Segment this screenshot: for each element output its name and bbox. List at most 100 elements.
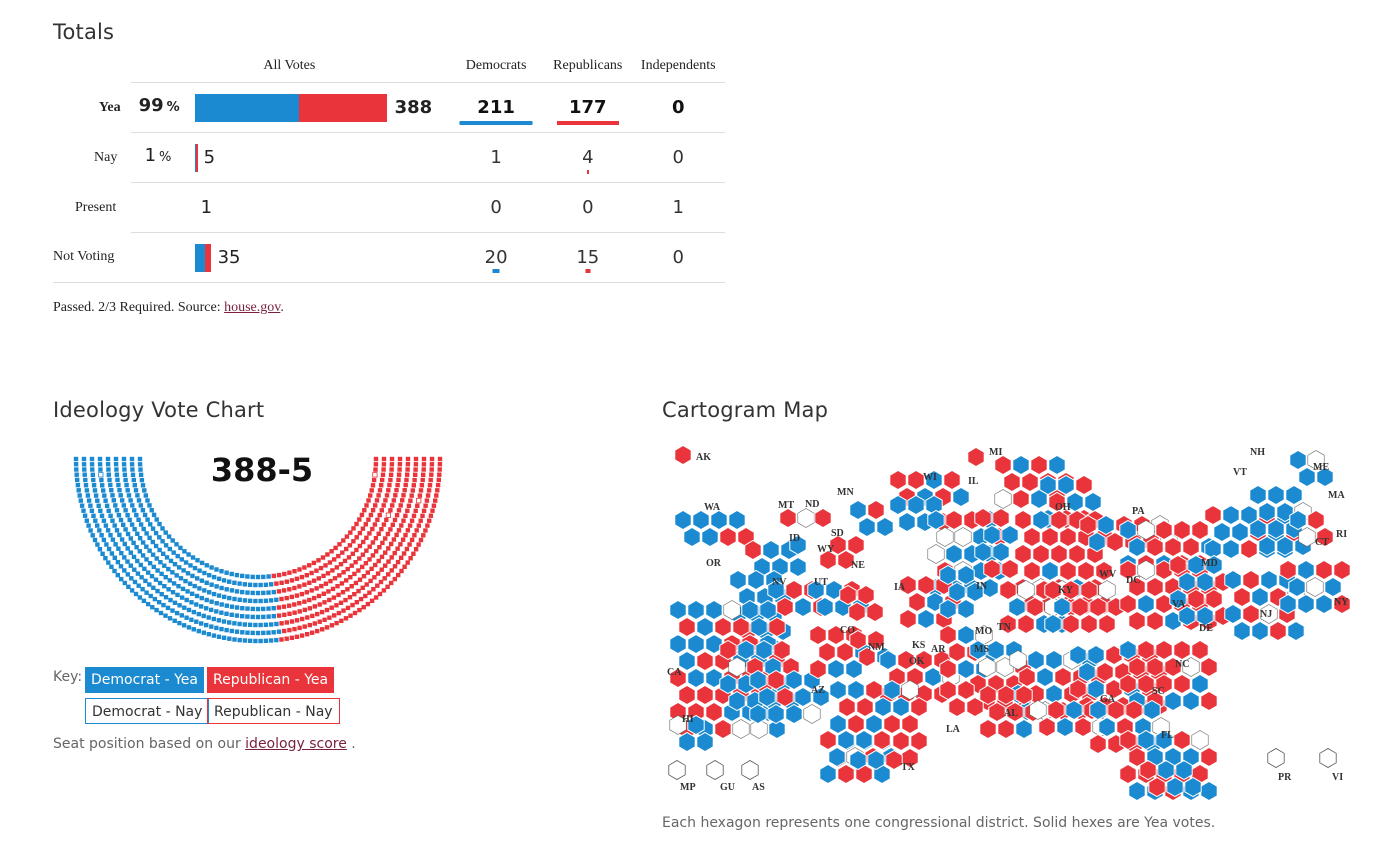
seat-republican <box>345 605 351 611</box>
dem-not-voting: 20 <box>484 247 508 268</box>
district-hex <box>1175 759 1193 781</box>
seat-democrat <box>227 636 232 641</box>
seat-democrat <box>240 573 245 579</box>
seat-democrat <box>219 610 224 615</box>
district-hex <box>687 633 705 655</box>
seat-republican <box>302 624 307 629</box>
seat-republican <box>430 508 435 513</box>
seat-republican <box>398 542 403 547</box>
seat-democrat <box>143 578 148 584</box>
district-hex <box>858 516 876 538</box>
seat-democrat <box>253 582 258 588</box>
seat-republican <box>389 462 395 467</box>
territory-hex <box>741 760 759 780</box>
seat-republican <box>337 573 342 578</box>
seat-republican <box>276 613 282 618</box>
district-hex <box>848 601 866 623</box>
seat-democrat <box>229 604 235 609</box>
district-hex <box>1288 576 1306 598</box>
district-hex <box>1012 454 1030 476</box>
seat-democrat <box>250 614 255 620</box>
seat-democrat <box>106 508 111 513</box>
district-hex <box>994 489 1012 509</box>
seat-republican <box>421 533 426 538</box>
district-hex <box>1048 454 1066 476</box>
district-hex <box>917 608 935 630</box>
district-hex <box>776 686 794 708</box>
district-hex <box>1087 644 1105 666</box>
seat-republican <box>333 545 338 551</box>
seat-republican <box>397 456 403 462</box>
seat-republican <box>361 539 366 545</box>
seat-democrat <box>119 537 125 542</box>
district-hex <box>873 763 891 785</box>
seat-republican <box>370 526 375 532</box>
seat-republican <box>279 621 284 626</box>
seat-democrat <box>78 498 83 503</box>
seat-democrat <box>229 612 234 617</box>
seat-democrat <box>160 526 165 531</box>
district-hex <box>1071 596 1089 618</box>
seat-republican <box>367 531 372 536</box>
dem-nay: 1 <box>448 132 545 183</box>
key-republican-yea: Republican - Yea <box>207 667 335 693</box>
key-democrat-nay: Democrat - Nay <box>85 698 210 724</box>
seat-democrat <box>112 523 117 528</box>
seat-republican <box>284 636 289 641</box>
seat-republican <box>336 553 341 559</box>
seat-republican <box>392 564 398 569</box>
header-republicans: Republicans <box>553 58 623 73</box>
seat-republican <box>392 517 398 523</box>
source-note: Passed. 2/3 Required. Source: house.gov. <box>53 300 284 315</box>
district-hex <box>779 507 797 529</box>
district-hex <box>1125 699 1143 721</box>
seat-democrat <box>163 543 169 548</box>
state-label: NY <box>1334 597 1349 608</box>
seat-democrat <box>266 590 271 595</box>
seat-democrat <box>184 597 189 603</box>
seat-democrat <box>268 598 274 603</box>
district-hex <box>849 629 867 651</box>
seat-democrat <box>136 498 142 503</box>
seat-republican <box>383 550 388 555</box>
seat-democrat <box>73 456 79 462</box>
district-hex <box>954 527 972 547</box>
state-label: CO <box>840 625 855 636</box>
seat-democrat <box>91 483 97 488</box>
state-label: CA <box>667 667 682 678</box>
seat-republican <box>345 587 350 592</box>
seat-democrat <box>103 523 109 528</box>
seat-republican <box>404 477 409 483</box>
dem-nv-underline <box>492 269 500 273</box>
district-hex <box>948 581 966 603</box>
seat-democrat <box>81 508 86 513</box>
seat-republican <box>299 574 305 580</box>
seat-republican <box>284 620 289 625</box>
seat-republican <box>370 553 376 558</box>
ind-present: 1 <box>631 182 725 233</box>
seat-republican <box>299 633 305 638</box>
district-hex <box>1173 519 1191 541</box>
seat-democrat <box>95 523 100 528</box>
district-hex <box>678 684 696 706</box>
district-hex <box>812 686 830 708</box>
seat-democrat <box>181 568 186 573</box>
seat-democrat <box>202 588 207 593</box>
seat-republican <box>437 472 442 477</box>
seat-republican <box>299 591 305 597</box>
seat-republican <box>311 560 317 566</box>
seat-republican <box>325 571 331 576</box>
key-republican-nay: Republican - Nay <box>207 698 340 724</box>
bar-nay-rep <box>195 144 198 172</box>
seat-republican <box>397 467 402 472</box>
seat-republican <box>372 472 378 478</box>
ideology-score-link[interactable]: ideology score <box>245 736 347 752</box>
state-label: GU <box>720 782 735 793</box>
source-link[interactable]: house.gov <box>224 300 281 315</box>
seat-republican <box>399 523 404 528</box>
seat-democrat <box>181 623 187 628</box>
seat-democrat <box>185 589 190 594</box>
seat-republican <box>391 498 396 503</box>
district-hex <box>1098 716 1116 738</box>
seat-republican <box>354 521 359 527</box>
